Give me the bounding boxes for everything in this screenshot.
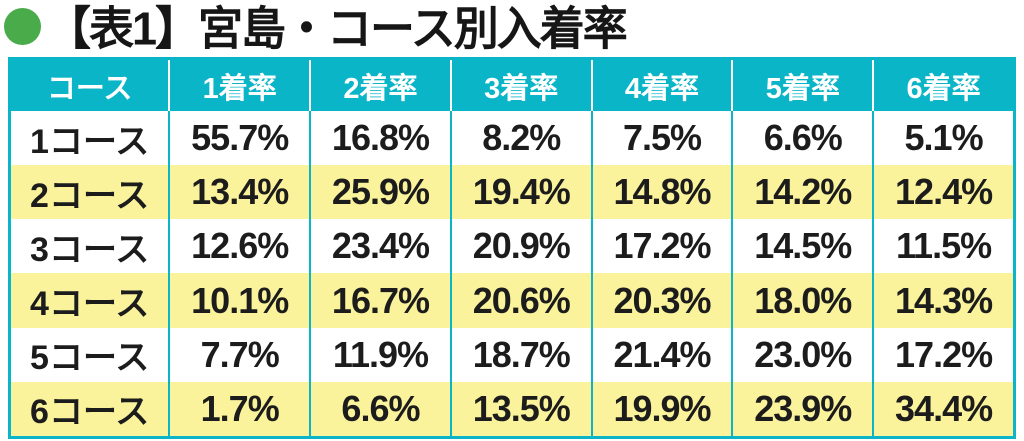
data-cell: 17.2% bbox=[590, 219, 732, 274]
data-cell: 55.7% bbox=[168, 111, 309, 166]
table-row-course-6: 6コース 1.7% 6.6% 13.5% 19.9% 23.9% 34.4% bbox=[11, 381, 1013, 436]
data-cell: 23.0% bbox=[731, 327, 872, 382]
row-label: 3コース bbox=[30, 230, 150, 269]
data-cell: 18.0% bbox=[731, 273, 872, 328]
data-cell: 14.5% bbox=[731, 219, 872, 274]
header-cell-rank-4: 4着率 bbox=[590, 60, 732, 111]
data-cell: 7.7% bbox=[168, 327, 309, 382]
data-cell: 8.2% bbox=[449, 111, 591, 166]
header-cell-course: コース bbox=[11, 60, 169, 111]
header-row: コース 1着率 2着率 3着率 4着率 5着率 6着率 bbox=[11, 60, 1013, 111]
table-row-course-2: 2コース 13.4% 25.9% 19.4% 14.8% 14.2% 12.4% bbox=[11, 165, 1013, 220]
row-label: 1コース bbox=[30, 122, 150, 161]
data-cell: 13.4% bbox=[168, 165, 309, 220]
data-cell: 21.4% bbox=[590, 327, 732, 382]
data-cell: 13.5% bbox=[449, 381, 591, 436]
data-cell: 20.6% bbox=[449, 273, 591, 328]
table-row-course-1: 1コース 55.7% 16.8% 8.2% 7.5% 6.6% 5.1% bbox=[11, 111, 1013, 166]
header-cell-rank-1: 1着率 bbox=[168, 60, 310, 111]
data-cell: 14.8% bbox=[590, 165, 732, 220]
data-cell: 16.8% bbox=[309, 111, 450, 166]
data-cell: 18.7% bbox=[449, 327, 591, 382]
header-cell-rank-2: 2着率 bbox=[309, 60, 450, 111]
data-cell: 14.3% bbox=[872, 273, 1013, 328]
data-cell: 12.6% bbox=[168, 219, 309, 274]
data-cell: 19.4% bbox=[449, 165, 591, 220]
data-cell: 17.2% bbox=[872, 327, 1013, 382]
table-row-course-4: 4コース 10.1% 16.7% 20.6% 20.3% 18.0% 14.3% bbox=[11, 273, 1013, 328]
header-cell-rank-3: 3着率 bbox=[449, 60, 591, 111]
data-cell: 5.1% bbox=[872, 111, 1013, 166]
data-cell: 20.9% bbox=[449, 219, 591, 274]
header-cell-rank-6: 6着率 bbox=[872, 60, 1013, 111]
course-rate-table: コース 1着率 2着率 3着率 4着率 5着率 6着率 1コース 55.7% 16.8% 8.2%… bbox=[8, 57, 1016, 439]
row-label: 6コース bbox=[30, 393, 150, 432]
row-label: 4コース bbox=[30, 285, 150, 324]
data-cell: 12.4% bbox=[872, 165, 1013, 220]
data-cell: 16.7% bbox=[309, 273, 450, 328]
table-row-course-3: 3コース 12.6% 23.4% 20.9% 17.2% 14.5% 11.5% bbox=[11, 219, 1013, 274]
row-label: 2コース bbox=[30, 176, 150, 215]
row-label: 5コース bbox=[30, 339, 150, 378]
data-cell: 23.9% bbox=[731, 381, 872, 436]
table-row-course-5: 5コース 7.7% 11.9% 18.7% 21.4% 23.0% 17.2% bbox=[11, 327, 1013, 382]
data-cell: 6.6% bbox=[309, 381, 450, 436]
data-cell: 14.2% bbox=[731, 165, 872, 220]
data-cell: 11.9% bbox=[309, 327, 450, 382]
data-cell: 7.5% bbox=[590, 111, 732, 166]
data-cell: 1.7% bbox=[168, 381, 309, 436]
header-cell-rank-5: 5着率 bbox=[731, 60, 873, 111]
data-cell: 20.3% bbox=[590, 273, 732, 328]
data-cell: 23.4% bbox=[309, 219, 450, 274]
data-cell: 34.4% bbox=[872, 381, 1013, 436]
page-title: 【表1】宮島・コース別入着率 bbox=[46, 1, 628, 55]
table-body: 1コース 55.7% 16.8% 8.2% 7.5% 6.6% 5.1% 2コース 13.4% 2… bbox=[11, 111, 1013, 436]
data-cell: 19.9% bbox=[590, 381, 732, 436]
data-cell: 11.5% bbox=[872, 219, 1013, 274]
green-bullet-icon bbox=[4, 7, 41, 45]
data-cell: 10.1% bbox=[168, 273, 309, 328]
data-cell: 25.9% bbox=[309, 165, 450, 220]
title-bar: 【表1】宮島・コース別入着率 bbox=[0, 0, 628, 56]
data-cell: 6.6% bbox=[731, 111, 872, 166]
table-header: コース 1着率 2着率 3着率 4着率 5着率 6着率 bbox=[11, 60, 1013, 111]
